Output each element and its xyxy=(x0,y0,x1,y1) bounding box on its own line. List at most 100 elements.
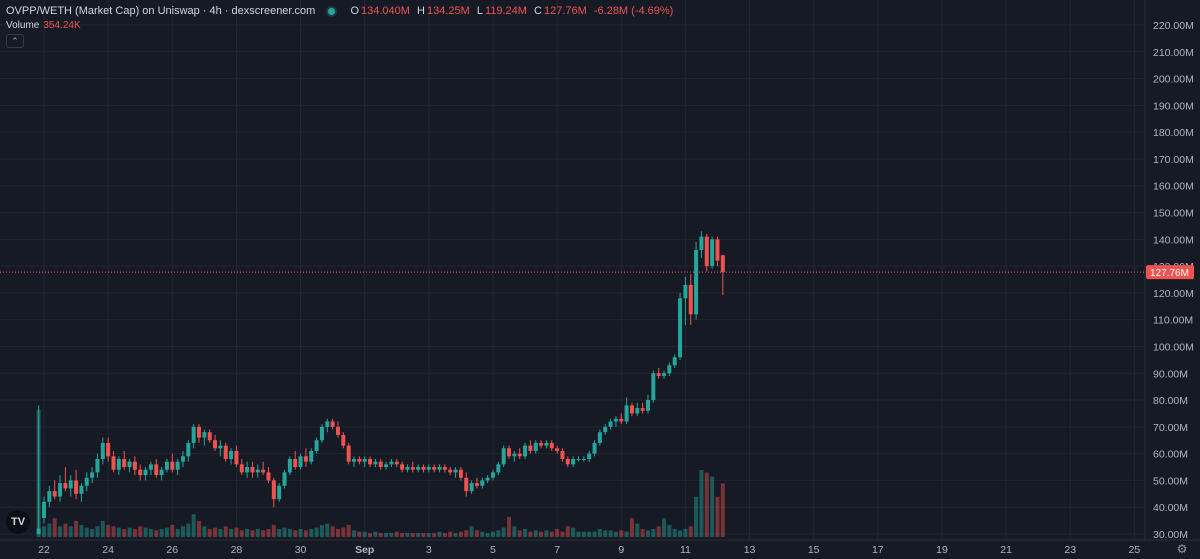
x-tick-label: 7 xyxy=(554,544,560,556)
candle-body xyxy=(223,445,228,459)
candle xyxy=(36,405,41,534)
y-tick-label: 150.00M xyxy=(1153,208,1194,220)
volume-bar xyxy=(474,530,479,537)
volume-bar xyxy=(191,514,196,537)
volume-bar xyxy=(453,532,458,537)
candle-body xyxy=(565,458,570,465)
y-tick-label: 80.00M xyxy=(1153,395,1188,407)
volume-bar xyxy=(335,528,340,537)
volume-bar xyxy=(523,528,528,537)
candle-body xyxy=(715,239,720,261)
volume-bar xyxy=(100,520,105,537)
volume-bar xyxy=(480,531,485,537)
candle xyxy=(234,445,239,468)
candle xyxy=(186,440,191,462)
candle-body xyxy=(47,491,52,502)
candle-body xyxy=(127,461,132,468)
volume-bar xyxy=(138,526,143,537)
candle-body xyxy=(474,483,479,486)
candle-body xyxy=(234,450,239,465)
candle-body xyxy=(122,458,127,468)
candle-body xyxy=(191,426,196,443)
volume-bar xyxy=(469,526,474,537)
candle xyxy=(346,442,351,465)
candle xyxy=(426,464,431,473)
candle-body xyxy=(635,408,640,414)
candle-body xyxy=(143,469,148,476)
volume-bar xyxy=(608,530,613,537)
candle xyxy=(298,453,303,470)
volume-bar xyxy=(330,526,335,537)
candle xyxy=(127,458,132,473)
candle-body xyxy=(218,445,223,449)
candle-body xyxy=(667,365,672,374)
candle-body xyxy=(154,464,159,476)
candle xyxy=(191,424,196,449)
settings-gear-icon[interactable]: ⚙ xyxy=(1176,542,1188,556)
volume-bar xyxy=(512,526,517,537)
volume-bar xyxy=(667,524,672,537)
candle xyxy=(95,453,100,478)
candle xyxy=(464,472,469,497)
candle xyxy=(442,464,447,473)
candle-body xyxy=(710,239,715,267)
candle-body xyxy=(442,467,447,470)
tradingview-logo-icon[interactable]: TV xyxy=(6,510,30,534)
x-tick-label: 3 xyxy=(426,544,432,556)
volume-bar xyxy=(127,527,132,537)
y-tick-label: 40.00M xyxy=(1153,502,1188,514)
candle xyxy=(528,440,533,454)
candle xyxy=(384,461,389,470)
candle xyxy=(42,496,46,524)
volume-bar xyxy=(74,520,79,537)
candle-body xyxy=(255,469,260,473)
candle-body xyxy=(335,426,340,435)
candle-body xyxy=(523,445,528,457)
candle xyxy=(507,445,512,459)
volume-bar xyxy=(597,528,602,537)
candle-body xyxy=(640,408,645,411)
candle xyxy=(352,456,357,468)
candle xyxy=(314,437,319,454)
candle-body xyxy=(539,442,544,446)
x-tick-label: 21 xyxy=(1000,544,1012,556)
candle xyxy=(132,456,137,476)
candle xyxy=(437,464,442,473)
x-tick-label: Sep xyxy=(355,544,374,556)
volume-bar xyxy=(442,532,447,537)
candle-body xyxy=(672,357,677,366)
candle xyxy=(410,461,415,473)
candle-body xyxy=(90,472,95,478)
candle-body xyxy=(368,458,373,465)
candle-body xyxy=(501,448,506,465)
candle xyxy=(688,274,693,326)
candle xyxy=(699,231,704,259)
candle xyxy=(485,475,490,484)
candle xyxy=(517,448,522,459)
y-tick-label: 50.00M xyxy=(1153,475,1188,487)
y-tick-label: 170.00M xyxy=(1153,154,1194,166)
candle xyxy=(512,450,517,462)
volume-bar xyxy=(277,528,282,537)
volume-bar xyxy=(95,526,100,537)
volume-bar xyxy=(261,530,266,537)
candle-body xyxy=(346,445,351,462)
candle-body xyxy=(720,255,725,273)
candle-body xyxy=(587,453,592,459)
collapse-legend-button[interactable]: ⌃ xyxy=(6,34,24,48)
candle-body xyxy=(68,480,73,489)
candle-body xyxy=(175,461,180,470)
candle xyxy=(335,421,340,438)
candle xyxy=(635,402,640,417)
volume-bar xyxy=(287,528,292,537)
candle-body xyxy=(341,434,346,446)
candle xyxy=(421,464,426,473)
candle xyxy=(79,483,84,502)
volume-bar xyxy=(662,518,667,537)
close-value: 127.76M xyxy=(543,5,587,17)
candle-body xyxy=(426,467,431,470)
candle-body xyxy=(485,477,490,481)
volume-bar xyxy=(437,531,442,537)
candle-body xyxy=(352,458,357,462)
